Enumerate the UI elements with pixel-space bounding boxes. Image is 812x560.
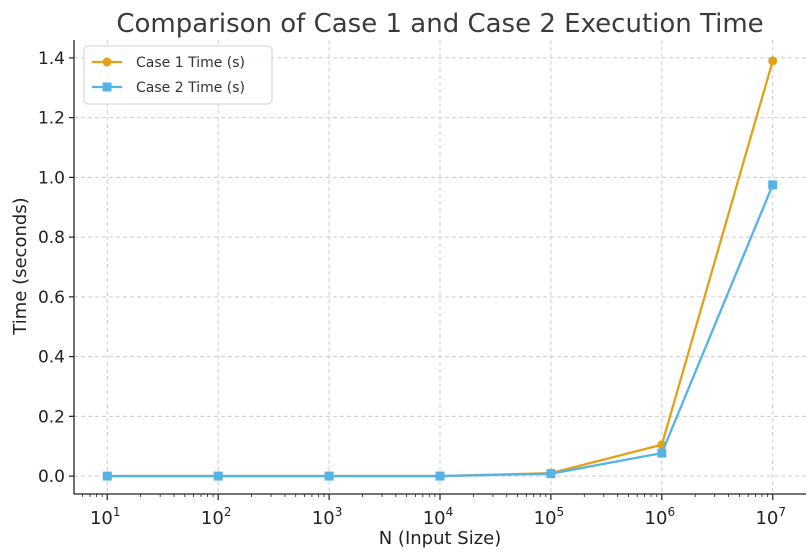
legend-box [83, 45, 273, 105]
x-tick-label: 105 [534, 505, 565, 529]
x-tick-exponent: 1 [113, 505, 121, 519]
series-2-point [213, 471, 223, 481]
x-tick-labels: 101 102 103 104 105 106 107 [90, 505, 786, 529]
y-tick-label: 0.2 [38, 407, 65, 427]
x-tick-label: 102 [201, 505, 232, 529]
x-tick-label: 107 [755, 505, 786, 529]
x-tick-base: 10 [201, 508, 224, 529]
x-tick-exponent: 5 [557, 505, 565, 519]
y-axis-label: Time (seconds) [10, 197, 31, 335]
legend-item: Case 1 Time (s) [92, 55, 245, 71]
legend-label: Case 1 Time (s) [136, 55, 245, 71]
x-axis-label: N (Input Size) [379, 528, 502, 549]
x-tick-label: 101 [90, 505, 121, 529]
series [102, 56, 778, 481]
x-tick-exponent: 2 [224, 505, 232, 519]
series-2 [102, 180, 778, 481]
y-tick-label: 1.0 [38, 168, 65, 188]
y-tick-label: 0.8 [38, 228, 65, 248]
y-tick-label: 0.4 [38, 348, 65, 368]
x-tick-base: 10 [312, 508, 335, 529]
series-2-point [324, 471, 334, 481]
y-tick-label: 1.4 [38, 49, 65, 69]
x-tick-exponent: 7 [778, 505, 786, 519]
x-tick-exponent: 6 [667, 505, 675, 519]
y-tick-label: 1.2 [38, 109, 65, 129]
chart-title: Comparison of Case 1 and Case 2 Executio… [116, 9, 763, 39]
series-2-point [546, 469, 556, 479]
x-tick-base: 10 [90, 508, 113, 529]
series-2-point [435, 471, 445, 481]
x-tick-label: 106 [645, 505, 676, 529]
x-tick-label: 104 [423, 505, 454, 529]
x-tick-exponent: 3 [335, 505, 343, 519]
y-tick-labels: 0.0 0.2 0.4 0.6 0.8 1.0 1.2 1.4 [38, 49, 65, 487]
x-tick-base: 10 [423, 508, 446, 529]
x-tick-label: 103 [312, 505, 343, 529]
y-tick-label: 0.6 [38, 288, 65, 308]
series-2-point [102, 471, 112, 481]
axes [69, 40, 806, 500]
series-2-point [657, 448, 667, 458]
series-1-point [768, 56, 778, 66]
legend: Case 1 Time (s) Case 2 Time (s) [83, 45, 273, 105]
x-tick-exponent: 4 [446, 505, 454, 519]
legend-label: Case 2 Time (s) [136, 80, 245, 96]
legend-marker [102, 57, 112, 67]
legend-item: Case 2 Time (s) [92, 80, 245, 96]
legend-marker [102, 82, 112, 92]
x-tick-base: 10 [645, 508, 668, 529]
x-tick-base: 10 [534, 508, 557, 529]
x-tick-base: 10 [755, 508, 778, 529]
y-tick-label: 0.0 [38, 467, 65, 487]
series-2-point [768, 180, 778, 190]
